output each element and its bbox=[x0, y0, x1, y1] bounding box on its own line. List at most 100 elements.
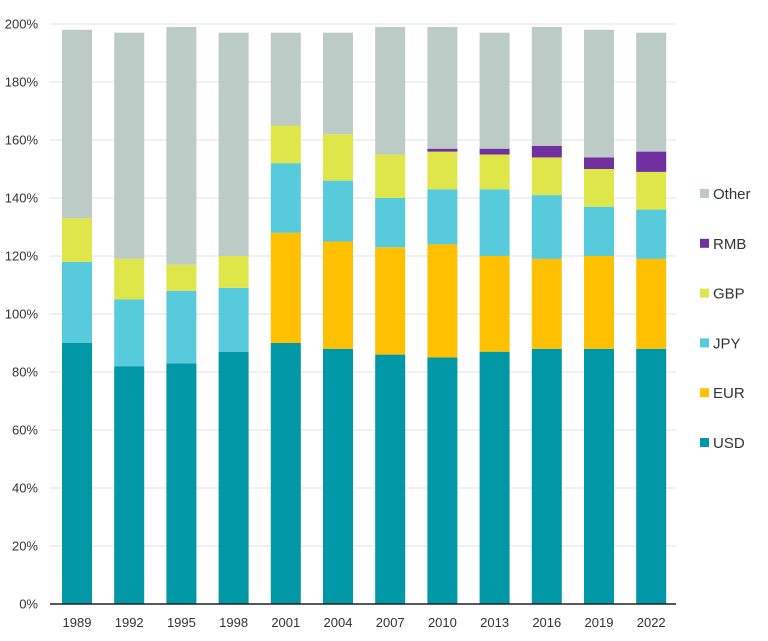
x-tick-label: 2007 bbox=[376, 615, 405, 630]
bar-segment-other-2007 bbox=[375, 26, 406, 155]
x-tick-label: 2016 bbox=[532, 615, 561, 630]
bar-segment-gbp-1989 bbox=[62, 218, 92, 262]
bar-segment-other-2001 bbox=[270, 32, 301, 126]
bar-segment-usd-2010 bbox=[427, 357, 458, 604]
bar-segment-other-2013 bbox=[479, 32, 510, 149]
bar-segment-other-2016 bbox=[531, 26, 562, 146]
bar-segment-gbp-2016 bbox=[531, 157, 562, 196]
bar-segment-gbp-1992 bbox=[114, 258, 145, 300]
bar-segment-gbp-2004 bbox=[323, 134, 353, 181]
y-tick-label: 200% bbox=[5, 17, 39, 32]
bar-stack-1989 bbox=[62, 29, 92, 604]
bar-segment-rmb-2016 bbox=[531, 145, 562, 158]
bar-stack-1992 bbox=[114, 32, 145, 604]
bar-segment-jpy-2016 bbox=[531, 195, 562, 259]
y-tick-label: 20% bbox=[12, 539, 38, 554]
x-tick-label: 1989 bbox=[63, 615, 92, 630]
y-tick-label: 40% bbox=[12, 481, 38, 496]
bar-segment-rmb-2022 bbox=[636, 151, 667, 172]
bar-segment-eur-2010 bbox=[427, 244, 458, 358]
bar-segment-other-1995 bbox=[166, 26, 197, 265]
bar-segment-other-2004 bbox=[323, 32, 353, 135]
bar-segment-gbp-1995 bbox=[166, 264, 197, 291]
bar-segment-jpy-1989 bbox=[62, 261, 92, 343]
y-tick-label: 0% bbox=[19, 597, 38, 612]
bar-segment-usd-1992 bbox=[114, 366, 145, 604]
legend-label: RMB bbox=[713, 236, 746, 253]
bar-segment-other-1992 bbox=[114, 32, 145, 259]
legend-item-other: Other bbox=[700, 186, 751, 203]
bar-segment-other-2019 bbox=[584, 29, 614, 158]
legend: Other RMB GBP JPY EUR USD bbox=[700, 186, 751, 452]
bar-segment-jpy-1995 bbox=[166, 290, 197, 364]
bar-stack-2016 bbox=[531, 26, 562, 604]
x-tick-label: 2010 bbox=[428, 615, 457, 630]
bar-stack-2001 bbox=[270, 32, 301, 604]
bar-segment-gbp-2010 bbox=[427, 151, 458, 190]
bar-stack-2022 bbox=[636, 32, 667, 604]
bar-segment-rmb-2010 bbox=[427, 148, 458, 152]
bar-segment-usd-2016 bbox=[531, 348, 562, 604]
bar-segment-usd-1995 bbox=[166, 363, 197, 604]
bar-stack-1995 bbox=[166, 26, 197, 604]
bar-segment-gbp-1998 bbox=[218, 256, 249, 288]
y-tick-label: 60% bbox=[12, 423, 38, 438]
bar-segment-gbp-2022 bbox=[636, 171, 667, 210]
x-tick-label: 1992 bbox=[115, 615, 144, 630]
legend-item-gbp: GBP bbox=[700, 286, 745, 303]
x-axis-ticks: 1989 1992 1995 1998 2001 2004 2007 2010 2013 2016… bbox=[63, 615, 666, 630]
bar-segment-usd-1989 bbox=[62, 343, 92, 604]
bar-segment-rmb-2019 bbox=[584, 157, 614, 169]
bar-segment-other-1998 bbox=[218, 32, 249, 257]
bar-segment-usd-2019 bbox=[584, 348, 614, 604]
y-tick-label: 120% bbox=[5, 249, 39, 264]
bar-segment-jpy-1998 bbox=[218, 287, 249, 352]
x-tick-label: 2022 bbox=[637, 615, 666, 630]
x-tick-label: 2019 bbox=[585, 615, 614, 630]
bar-segment-usd-2007 bbox=[375, 354, 406, 604]
y-tick-label: 180% bbox=[5, 75, 39, 90]
bar-stack-2004 bbox=[323, 32, 353, 604]
legend-item-jpy: JPY bbox=[700, 335, 741, 352]
legend-label: JPY bbox=[713, 335, 741, 352]
y-tick-label: 160% bbox=[5, 133, 39, 148]
bar-segment-usd-1998 bbox=[218, 351, 249, 604]
bar-segment-eur-2001 bbox=[270, 232, 301, 343]
x-tick-label: 2004 bbox=[324, 615, 353, 630]
bar-segment-jpy-2013 bbox=[479, 189, 510, 256]
bar-segment-jpy-2022 bbox=[636, 209, 667, 259]
gridlines bbox=[50, 23, 676, 547]
bar-segment-jpy-2004 bbox=[323, 180, 353, 242]
legend-swatch bbox=[700, 288, 709, 298]
bar-stack-2010 bbox=[427, 26, 458, 604]
legend-item-eur: EUR bbox=[700, 385, 745, 402]
bar-segment-gbp-2019 bbox=[584, 169, 614, 207]
bar-segment-usd-2001 bbox=[270, 343, 301, 604]
bar-segment-rmb-2013 bbox=[479, 148, 510, 155]
bar-segment-eur-2022 bbox=[636, 258, 667, 349]
y-tick-label: 100% bbox=[5, 307, 39, 322]
legend-label: Other bbox=[713, 186, 751, 203]
bar-segment-other-1989 bbox=[62, 29, 92, 219]
bar-segment-eur-2019 bbox=[584, 256, 614, 349]
legend-swatch bbox=[700, 238, 709, 248]
legend-swatch bbox=[700, 189, 709, 198]
bar-segment-eur-2013 bbox=[479, 256, 510, 352]
bar-segment-eur-2016 bbox=[531, 258, 562, 349]
bar-segment-jpy-2007 bbox=[375, 198, 406, 248]
y-tick-label: 140% bbox=[5, 191, 39, 206]
bar-segment-jpy-2010 bbox=[427, 189, 458, 245]
bar-stack-2013 bbox=[479, 32, 510, 604]
y-axis-ticks: 0% 20% 40% 60% 80% 100% 120% 140% 160% 180% 200% bbox=[5, 17, 39, 612]
bar-segment-eur-2007 bbox=[375, 247, 406, 355]
x-tick-label: 2001 bbox=[271, 615, 300, 630]
bar-stack-1998 bbox=[218, 32, 249, 604]
legend-swatch bbox=[700, 388, 709, 398]
bar-segment-usd-2022 bbox=[636, 348, 667, 604]
bar-segment-other-2010 bbox=[427, 26, 458, 149]
bar-segment-usd-2013 bbox=[479, 351, 510, 604]
legend-item-rmb: RMB bbox=[700, 236, 746, 253]
x-tick-label: 1998 bbox=[219, 615, 248, 630]
legend-swatch bbox=[700, 438, 709, 447]
